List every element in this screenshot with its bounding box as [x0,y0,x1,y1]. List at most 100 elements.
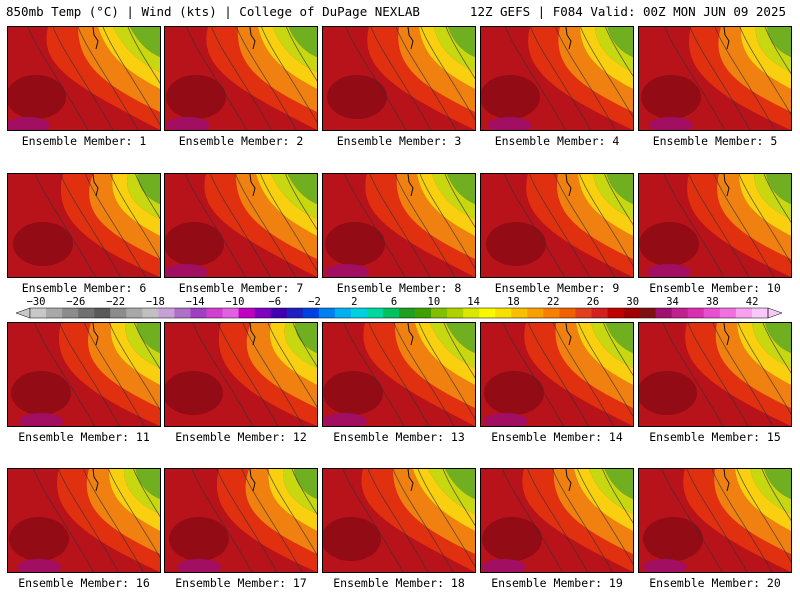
colorbar-swatch [415,308,432,318]
colorbar-swatch [78,308,95,318]
colorbar-swatch [575,308,592,318]
ensemble-member-label: Ensemble Member: 12 [175,430,307,444]
ensemble-member-label: Ensemble Member: 20 [649,576,781,590]
colorbar-swatch [254,308,271,318]
colorbar-swatch [655,308,673,318]
ensemble-map-panel [164,468,318,573]
colorbar-tick-label: −14 [185,296,205,308]
ensemble-member-label: Ensemble Member: 19 [491,576,623,590]
colorbar-tick-label: 38 [706,296,719,308]
colorbar-tick-label: 30 [626,296,640,308]
colorbar-swatch [703,308,721,318]
colorbar-swatch [46,308,63,318]
colorbar-swatch [543,308,560,318]
colorbar-swatch [206,308,223,318]
ensemble-map-panel [7,322,161,427]
colorbar-swatch [639,308,656,318]
colorbar-swatch [527,308,544,318]
colorbar-swatch [607,308,624,318]
ensemble-member-label: Ensemble Member: 17 [175,576,307,590]
colorbar-swatch [142,308,159,318]
colorbar-swatch [302,308,320,318]
colorbar-swatch [447,308,464,318]
color-scale-bar [15,307,783,319]
ensemble-map-panel [322,322,476,427]
colorbar-tick-label: −18 [145,296,165,308]
ensemble-map-panel [7,26,161,131]
colorbar-swatch [334,308,352,318]
ensemble-map-panel [480,26,634,131]
ensemble-map-panel [7,468,161,573]
colorbar-tick-label: 22 [546,296,560,308]
ensemble-map-panel [164,26,318,131]
ensemble-member-label: Ensemble Member: 10 [649,281,781,295]
ensemble-member-label: Ensemble Member: 11 [18,430,150,444]
ensemble-member-label: Ensemble Member: 16 [18,576,150,590]
colorbar-swatch [463,308,480,318]
header-left-title: 850mb Temp (°C) | Wind (kts) | College o… [6,4,420,19]
colorbar-swatch [270,308,287,318]
colorbar-tick-label: 6 [390,296,398,308]
colorbar-tick-label: −6 [268,296,282,308]
ensemble-map-panel [322,468,476,573]
color-scale-labels: −30 −26 −22 −18 −14 −10 −6 −2 2 6 10 14 18 22 26 30 34 38… [0,296,800,308]
ensemble-member-label: Ensemble Member: 5 [652,134,778,148]
colorbar-swatch [318,308,336,318]
colorbar-swatch [174,308,191,318]
colorbar-swatch [30,308,47,318]
colorbar-swatch [671,308,689,318]
colorbar-swatch [126,308,143,318]
colorbar-swatch [286,308,304,318]
colorbar-swatch [687,308,705,318]
colorbar-tick-label: 10 [427,296,441,308]
colorbar-swatch [719,308,737,318]
colorbar-tick-label: −26 [66,296,86,308]
colorbar-left-arrow [15,307,31,319]
ensemble-map-panel [480,468,634,573]
colorbar-swatch [495,308,512,318]
colorbar-swatch [190,308,207,318]
colorbar-swatch [62,308,79,318]
colorbar-swatch [366,308,384,318]
colorbar-swatch [158,308,175,318]
ensemble-member-label: Ensemble Member: 13 [333,430,465,444]
colorbar-swatch [511,308,528,318]
colorbar-swatch [431,308,448,318]
colorbar-tick-label: −2 [308,296,321,308]
colorbar-tick-label: −22 [106,296,126,308]
ensemble-member-label: Ensemble Member: 8 [336,281,462,295]
ensemble-member-label: Ensemble Member: 6 [21,281,147,295]
colorbar-tick-label: 18 [507,296,520,308]
colorbar-swatch [382,308,400,318]
ensemble-member-label: Ensemble Member: 1 [21,134,147,148]
colorbar-swatch [735,308,753,318]
ensemble-member-label: Ensemble Member: 2 [178,134,304,148]
ensemble-map-panel [322,26,476,131]
colorbar-swatch [399,308,416,318]
ensemble-member-label: Ensemble Member: 4 [494,134,620,148]
ensemble-map-panel [480,322,634,427]
ensemble-map-panel [638,173,792,278]
colorbar-swatch [94,308,111,318]
colorbar-right-arrow [767,307,783,319]
ensemble-map-panel [7,173,161,278]
header: 850mb Temp (°C) | Wind (kts) | College o… [0,0,800,22]
ensemble-map-panel [638,468,792,573]
ensemble-map-panel [322,173,476,278]
ensemble-map-panel [164,322,318,427]
header-right-title: 12Z GEFS | F084 Valid: 00Z MON JUN 09 20… [469,4,786,19]
colorbar-tick-label: 34 [666,296,679,308]
ensemble-member-label: Ensemble Member: 15 [649,430,781,444]
colorbar-tick-label: 26 [586,296,600,308]
colorbar-tick-label: 14 [467,296,480,308]
ensemble-map-panel [638,26,792,131]
colorbar-swatch [623,308,640,318]
ensemble-member-label: Ensemble Member: 18 [333,576,465,590]
ensemble-member-label: Ensemble Member: 7 [178,281,304,295]
colorbar-swatch [479,308,496,318]
colorbar-swatch [222,308,239,318]
colorbar-swatch [559,308,576,318]
colorbar-swatch [110,308,127,318]
ensemble-map-panel [164,173,318,278]
colorbar-tick-label: 42 [745,296,759,308]
